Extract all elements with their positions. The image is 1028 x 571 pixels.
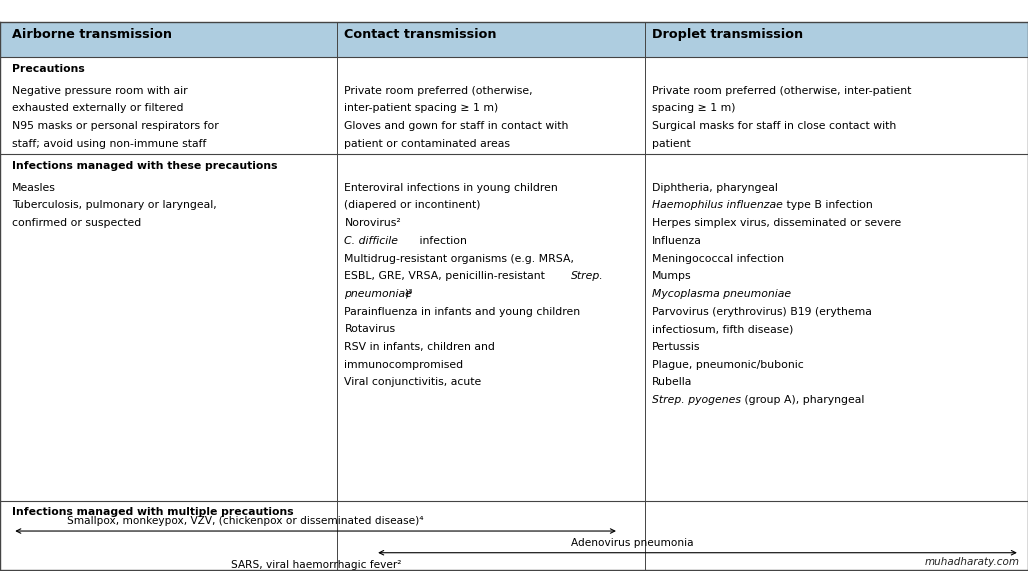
Text: Gloves and gown for staff in contact with: Gloves and gown for staff in contact wit…	[344, 121, 568, 131]
Text: Surgical masks for staff in close contact with: Surgical masks for staff in close contac…	[652, 121, 896, 131]
Text: Tuberculosis, pulmonary or laryngeal,: Tuberculosis, pulmonary or laryngeal,	[12, 200, 217, 211]
Text: Haemophilus influenzae: Haemophilus influenzae	[652, 200, 782, 211]
Text: N95 masks or personal respirators for: N95 masks or personal respirators for	[12, 121, 219, 131]
Text: Mycoplasma pneumoniae: Mycoplasma pneumoniae	[652, 289, 791, 299]
Text: exhausted externally or filtered: exhausted externally or filtered	[12, 103, 184, 114]
Text: Private room preferred (otherwise, inter-patient: Private room preferred (otherwise, inter…	[652, 86, 911, 96]
Text: RSV in infants, children and: RSV in infants, children and	[344, 342, 495, 352]
Text: Infections managed with multiple precautions: Infections managed with multiple precaut…	[12, 507, 294, 517]
Text: Enteroviral infections in young children: Enteroviral infections in young children	[344, 183, 558, 193]
Text: inter-patient spacing ≥ 1 m): inter-patient spacing ≥ 1 m)	[344, 103, 499, 114]
Text: staff; avoid using non-immune staff: staff; avoid using non-immune staff	[12, 139, 207, 149]
Text: Parvovirus (erythrovirus) B19 (erythema: Parvovirus (erythrovirus) B19 (erythema	[652, 307, 872, 317]
Text: Plague, pneumonic/bubonic: Plague, pneumonic/bubonic	[652, 360, 804, 370]
Text: Strep. pyogenes: Strep. pyogenes	[652, 395, 741, 405]
Text: Rotavirus: Rotavirus	[344, 324, 396, 335]
Text: ESBL, GRE, VRSA, penicillin-resistant: ESBL, GRE, VRSA, penicillin-resistant	[344, 271, 549, 282]
Text: pneumoniae: pneumoniae	[344, 289, 412, 299]
Text: Multidrug-resistant organisms (e.g. MRSA,: Multidrug-resistant organisms (e.g. MRSA…	[344, 254, 575, 264]
Text: Smallpox, monkeypox, VZV, (chickenpox or disseminated disease)⁴: Smallpox, monkeypox, VZV, (chickenpox or…	[67, 516, 424, 526]
Text: type B infection: type B infection	[783, 200, 873, 211]
Text: infectiosum, fifth disease): infectiosum, fifth disease)	[652, 324, 794, 335]
Text: Measles: Measles	[12, 183, 57, 193]
Text: Norovirus²: Norovirus²	[344, 218, 401, 228]
Text: infection: infection	[416, 236, 467, 246]
Text: Diphtheria, pharyngeal: Diphtheria, pharyngeal	[652, 183, 777, 193]
Text: C. difficile: C. difficile	[344, 236, 399, 246]
Text: Herpes simplex virus, disseminated or severe: Herpes simplex virus, disseminated or se…	[652, 218, 901, 228]
Text: Strep.: Strep.	[571, 271, 603, 282]
Text: Private room preferred (otherwise,: Private room preferred (otherwise,	[344, 86, 533, 96]
Text: immunocompromised: immunocompromised	[344, 360, 464, 370]
Text: patient or contaminated areas: patient or contaminated areas	[344, 139, 510, 149]
Text: muhadharaty.com: muhadharaty.com	[925, 557, 1020, 567]
Text: Influenza: Influenza	[652, 236, 702, 246]
Text: SARS, viral haemorrhagic fever²: SARS, viral haemorrhagic fever²	[231, 560, 402, 570]
Text: Airborne transmission: Airborne transmission	[12, 29, 173, 41]
Text: (diapered or incontinent): (diapered or incontinent)	[344, 200, 481, 211]
Text: (group A), pharyngeal: (group A), pharyngeal	[741, 395, 865, 405]
Text: Viral conjunctivitis, acute: Viral conjunctivitis, acute	[344, 377, 482, 388]
Text: Parainfluenza in infants and young children: Parainfluenza in infants and young child…	[344, 307, 581, 317]
FancyBboxPatch shape	[0, 22, 1028, 57]
Text: Precautions: Precautions	[12, 64, 85, 74]
Text: Mumps: Mumps	[652, 271, 692, 282]
Text: )³: )³	[404, 289, 412, 299]
Text: Pertussis: Pertussis	[652, 342, 700, 352]
Text: patient: patient	[652, 139, 691, 149]
Text: Rubella: Rubella	[652, 377, 692, 388]
Text: Infections managed with these precautions: Infections managed with these precaution…	[12, 161, 278, 171]
Text: Meningococcal infection: Meningococcal infection	[652, 254, 783, 264]
Text: Negative pressure room with air: Negative pressure room with air	[12, 86, 188, 96]
Text: Contact transmission: Contact transmission	[344, 29, 497, 41]
Text: confirmed or suspected: confirmed or suspected	[12, 218, 142, 228]
Text: Adenovirus pneumonia: Adenovirus pneumonia	[571, 538, 693, 548]
Text: Droplet transmission: Droplet transmission	[652, 29, 803, 41]
Text: spacing ≥ 1 m): spacing ≥ 1 m)	[652, 103, 735, 114]
